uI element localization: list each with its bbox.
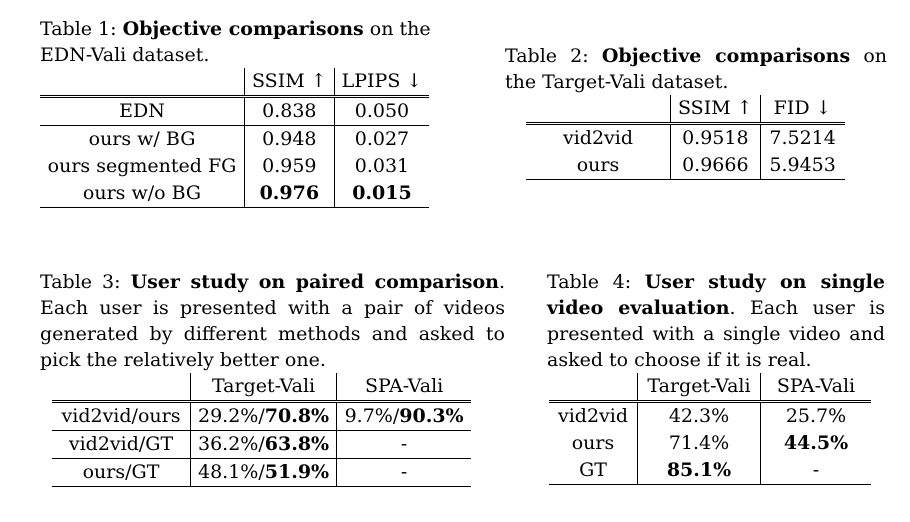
table1-cell: 0.838: [244, 96, 335, 126]
table3-row-name: vid2vid/ours: [52, 401, 191, 431]
table-row: ours w/o BG 0.976 0.015: [40, 180, 430, 208]
table3-value: 29.2%/: [198, 405, 265, 427]
table1-header-ssim: SSIM ↑: [244, 68, 335, 98]
table2-caption: Table 2: Objective comparisons on the Ta…: [505, 43, 887, 95]
table3-value: 9.7%/: [344, 405, 400, 427]
table2-header-ssim: SSIM ↑: [670, 95, 761, 125]
table1-row-name: ours w/ BG: [40, 125, 245, 153]
table3-value: 48.1%/: [198, 461, 265, 483]
table-row: EDN 0.838 0.050: [40, 96, 430, 126]
table4-title-bold: User study on single video evaluation: [547, 271, 885, 319]
table3-label: Table 3:: [40, 271, 121, 293]
table4-title-rest: . Each user is presented with a single v…: [547, 297, 885, 371]
table1: SSIM ↑ LPIPS ↓ EDN 0.838 0.050 ours w/ B…: [40, 68, 430, 208]
table2-title-bold: Objective comparisons: [601, 45, 851, 67]
table4-header-spa-vali: SPA-Vali: [760, 373, 871, 403]
table2-row-name: ours: [526, 152, 671, 180]
table4-best-target: 85.1%: [666, 459, 732, 481]
table3-header-target-vali: Target-Vali: [190, 373, 338, 403]
table2-cell: 7.5214: [769, 127, 836, 149]
table2-header-empty: [526, 95, 671, 125]
table1-cell: 0.959: [244, 153, 335, 180]
table4-cell-best: 44.5%: [761, 430, 872, 457]
table4-row-name: ours: [549, 430, 638, 457]
table3-block: Table 3: User study on paired comparison…: [40, 269, 505, 487]
table1-caption: Table 1: Objective comparisons on the ED…: [40, 16, 455, 68]
table4-cell: 25.7%: [785, 405, 847, 427]
table-row: ours segmented FG 0.959 0.031: [40, 153, 429, 180]
table1-cell: 0.031: [354, 155, 410, 177]
table1-row-name: ours segmented FG: [40, 153, 245, 180]
table3-cell: 9.7%/90.3%: [336, 401, 472, 431]
table4-label: Table 4:: [547, 271, 632, 293]
table2-title-rest: on the Target-Vali dataset.: [505, 45, 888, 93]
table4-caption: Table 4: User study on single video eval…: [547, 269, 885, 373]
table1-cell: 0.027: [354, 128, 410, 150]
table3-cell: -: [336, 458, 472, 487]
table4-cell: -: [760, 457, 871, 485]
table4-cell: 42.3%: [637, 401, 761, 430]
table4-header-target-vali: Target-Vali: [637, 373, 761, 403]
table4-cell: 71.4%: [637, 430, 761, 457]
table1-label: Table 1:: [40, 18, 117, 40]
table3-title-rest: . Each user is presented with a pair of …: [40, 271, 506, 371]
table-row: vid2vid 0.9518 7.5214: [526, 123, 845, 152]
table3-cell: 29.2%/70.8%: [190, 401, 338, 431]
table3-cell: -: [336, 430, 472, 459]
table-row: vid2vid/GT 36.2%/63.8% -: [52, 430, 472, 459]
table3-value-best: 90.3%: [399, 405, 464, 427]
table4-best-spa: 44.5%: [783, 432, 849, 454]
table2-header-fid: FID ↓: [760, 95, 845, 125]
table1-header-lpips: LPIPS ↓: [334, 68, 430, 98]
table4-block: Table 4: User study on single video eval…: [547, 269, 885, 485]
table2-row-name: vid2vid: [526, 123, 671, 152]
table-row: ours/GT 48.1%/51.9% -: [52, 458, 472, 487]
table2-cell: 5.9453: [760, 152, 845, 180]
table1-block: Table 1: Objective comparisons on the ED…: [40, 16, 455, 208]
table4: Target-Vali SPA-Vali vid2vid 42.3% 25.7%…: [549, 373, 871, 485]
table-row: vid2vid 42.3% 25.7%: [549, 401, 871, 430]
table3-value-best: 70.8%: [264, 405, 330, 427]
table2-cell: 0.9666: [670, 152, 761, 180]
table3-cell: 36.2%/63.8%: [190, 430, 338, 459]
table2-cell: 0.9518: [670, 123, 761, 152]
table1-title-bold: Objective comparisons: [122, 18, 364, 40]
table-row: ours 0.9666 5.9453: [526, 152, 845, 180]
table4-row-name: vid2vid: [549, 401, 638, 430]
table3: Target-Vali SPA-Vali vid2vid/ours 29.2%/…: [52, 373, 472, 487]
table3-row-name: ours/GT: [52, 458, 191, 487]
table1-row-name: EDN: [40, 96, 245, 126]
table-row: vid2vid/ours 29.2%/70.8% 9.7%/90.3%: [52, 401, 472, 431]
table1-cell-best: 0.976: [244, 180, 335, 208]
table2-label: Table 2:: [505, 45, 589, 67]
table3-value: 36.2%/: [198, 433, 265, 455]
table1-cell: 0.050: [334, 96, 430, 126]
table3-value-best: 63.8%: [264, 433, 330, 455]
table1-header-empty: [40, 68, 245, 98]
table-row: ours 71.4% 44.5%: [549, 430, 871, 457]
table1-cell-best: 0.015: [334, 180, 430, 208]
table3-header-empty: [52, 373, 191, 403]
table-row: GT 85.1% -: [549, 457, 871, 485]
table4-row-name: GT: [549, 457, 638, 485]
table1-row-name: ours w/o BG: [40, 180, 245, 208]
table1-best-ssim: 0.976: [259, 182, 320, 204]
table-row: ours w/ BG 0.948 0.027: [40, 125, 429, 153]
table1-title-rest: on the EDN-Vali dataset.: [40, 18, 431, 66]
table3-value-best: 51.9%: [264, 461, 330, 483]
table2-block: Table 2: Objective comparisons on the Ta…: [505, 43, 887, 180]
table3-cell: 48.1%/51.9%: [190, 458, 338, 487]
table4-cell-best: 85.1%: [637, 457, 761, 485]
table3-title-bold: User study on paired comparison: [130, 271, 499, 293]
table1-cell: 0.948: [244, 125, 335, 153]
table3-row-name: vid2vid/GT: [52, 430, 191, 459]
table3-header-spa-vali: SPA-Vali: [336, 373, 472, 403]
table2: SSIM ↑ FID ↓ vid2vid 0.9518 7.5214 ours …: [526, 95, 845, 180]
table4-header-empty: [549, 373, 638, 403]
table1-best-lpips: 0.015: [352, 182, 412, 204]
table3-caption: Table 3: User study on paired comparison…: [40, 269, 505, 373]
